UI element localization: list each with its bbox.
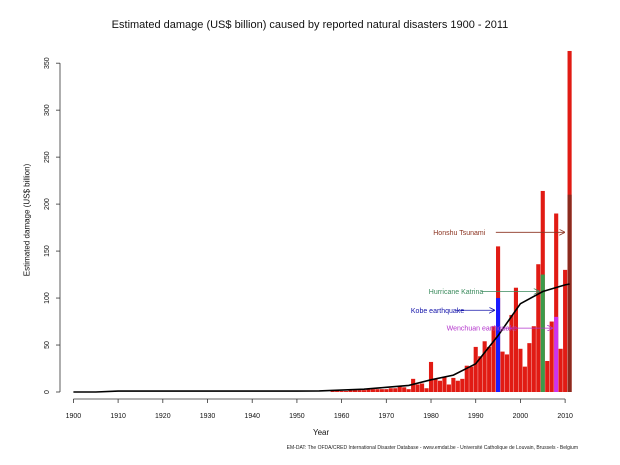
bar bbox=[518, 348, 523, 392]
bar bbox=[531, 326, 536, 392]
bar bbox=[460, 378, 465, 392]
x-tick-label: 1970 bbox=[379, 413, 395, 420]
bar bbox=[509, 314, 514, 392]
bar bbox=[348, 390, 353, 392]
bar bbox=[464, 365, 469, 392]
annotation-label: Kobe earthquake bbox=[411, 308, 464, 315]
annotation-label: Hurricane Katrina bbox=[429, 289, 484, 296]
bar bbox=[428, 361, 434, 392]
bar bbox=[406, 389, 411, 392]
bar bbox=[370, 389, 375, 392]
highlight-bars bbox=[496, 194, 572, 392]
bar bbox=[545, 360, 550, 392]
trend-line-path bbox=[73, 283, 570, 393]
bar bbox=[366, 389, 371, 392]
y-tick-label: 100 bbox=[44, 292, 51, 304]
bar bbox=[482, 341, 487, 392]
y-tick-label: 350 bbox=[44, 57, 51, 69]
bar bbox=[554, 213, 559, 392]
x-tick-label: 1960 bbox=[334, 413, 350, 420]
bar bbox=[339, 391, 344, 392]
bar bbox=[330, 391, 335, 392]
bar bbox=[393, 388, 398, 392]
bar bbox=[473, 346, 478, 392]
x-tick-label: 1990 bbox=[468, 413, 484, 420]
trend-line bbox=[73, 283, 570, 393]
bars bbox=[111, 50, 572, 392]
y-tick-label: 0 bbox=[44, 390, 51, 394]
bar bbox=[357, 390, 362, 392]
annotation-label: Honshu Tsunami bbox=[433, 230, 485, 237]
y-tick-label: 200 bbox=[44, 198, 51, 210]
bar bbox=[402, 387, 407, 392]
bar bbox=[500, 351, 505, 392]
y-tick-label: 300 bbox=[44, 104, 51, 116]
bar bbox=[446, 384, 451, 392]
bar bbox=[415, 384, 420, 392]
bar bbox=[491, 326, 496, 392]
y-tick-label: 250 bbox=[44, 151, 51, 163]
y-tick-label: 150 bbox=[44, 245, 51, 257]
bar bbox=[375, 389, 380, 392]
bar bbox=[397, 386, 402, 392]
bar bbox=[522, 366, 527, 392]
bar bbox=[361, 390, 367, 392]
bar bbox=[504, 354, 510, 392]
annotation-label: Wenchuan earthquake bbox=[447, 326, 517, 333]
highlight-bar bbox=[540, 274, 545, 392]
x-tick-label: 1930 bbox=[200, 413, 216, 420]
x-tick-label: 1910 bbox=[110, 413, 126, 420]
bar bbox=[384, 389, 389, 392]
highlight-bar bbox=[567, 194, 572, 392]
bar bbox=[379, 389, 384, 392]
bar bbox=[388, 388, 393, 392]
bar bbox=[455, 380, 460, 392]
x-tick-label: 1980 bbox=[423, 413, 439, 420]
bar bbox=[469, 366, 474, 392]
bar bbox=[478, 356, 483, 392]
bar bbox=[344, 391, 349, 392]
y-tick-label: 50 bbox=[44, 341, 51, 349]
bar bbox=[442, 376, 447, 392]
bar bbox=[420, 383, 425, 392]
source-credit: EM-DAT: The OFDA/CRED International Disa… bbox=[286, 445, 578, 451]
highlight-bar bbox=[554, 316, 559, 392]
bar bbox=[424, 388, 429, 392]
axes: 0 50 100 150 200 250 300 350 1900 1910 1920 1930 194… bbox=[44, 57, 573, 420]
chart-title: Estimated damage (US$ billion) caused by… bbox=[111, 19, 509, 31]
bar bbox=[558, 348, 563, 392]
bar bbox=[527, 343, 532, 392]
x-tick-label: 2000 bbox=[513, 413, 529, 420]
x-tick-label: 1900 bbox=[66, 413, 82, 420]
highlight-bar bbox=[496, 298, 501, 392]
bar bbox=[335, 391, 340, 392]
bar bbox=[411, 378, 416, 392]
annotations: Honshu Tsunami Hurricane Katrina Kobe eart… bbox=[411, 230, 564, 333]
x-tick-label: 2010 bbox=[557, 413, 573, 420]
bar bbox=[433, 378, 438, 392]
x-tick-label: 1920 bbox=[155, 413, 171, 420]
x-axis-label: Year bbox=[313, 428, 330, 437]
bar bbox=[437, 380, 443, 392]
bar bbox=[563, 269, 568, 392]
bar bbox=[451, 377, 456, 392]
bar bbox=[352, 390, 358, 392]
x-tick-label: 1950 bbox=[289, 413, 305, 420]
bar bbox=[487, 346, 492, 392]
bar bbox=[513, 287, 519, 392]
x-tick-label: 1940 bbox=[244, 413, 260, 420]
bar bbox=[549, 321, 554, 392]
